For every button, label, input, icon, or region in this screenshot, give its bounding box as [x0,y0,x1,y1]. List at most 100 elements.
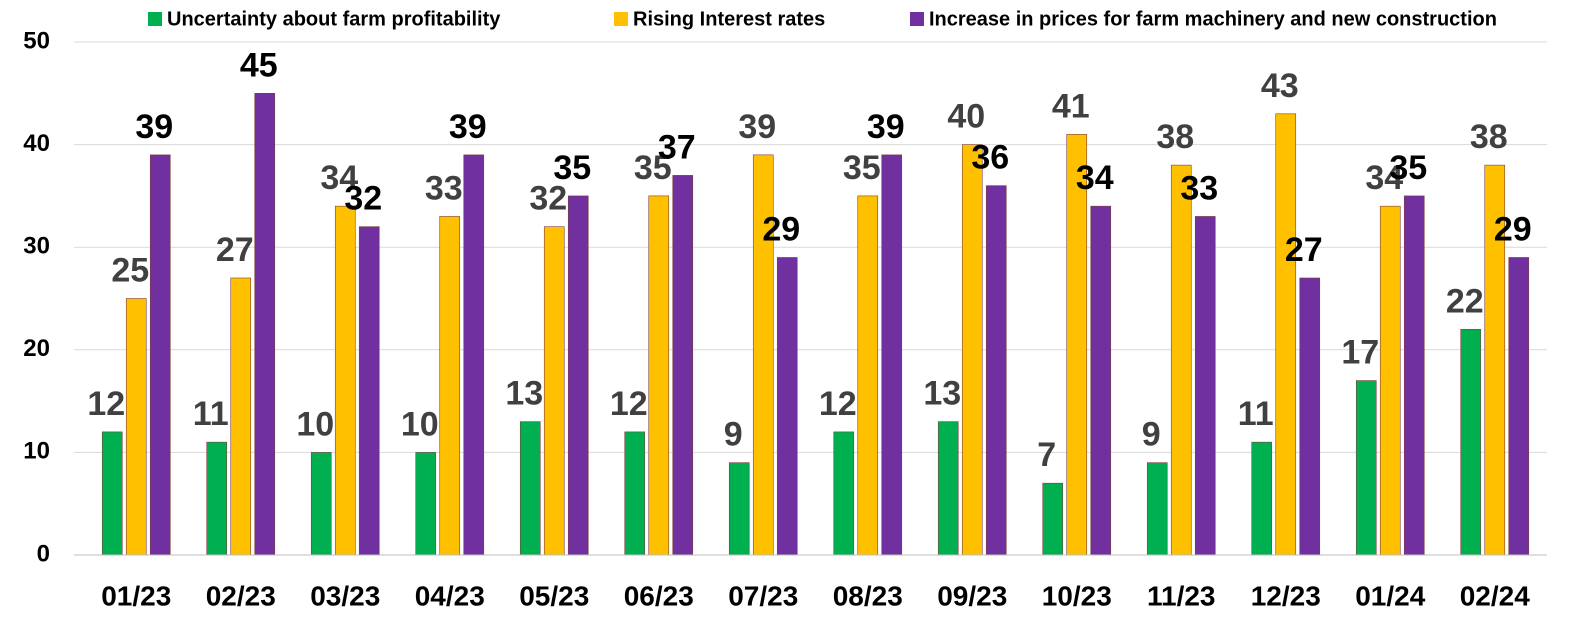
data-label: 45 [240,46,278,84]
data-label: 11 [193,395,229,433]
data-label: 39 [449,108,487,146]
bar [543,226,565,556]
data-label: 10 [296,405,334,443]
bar [125,298,147,556]
bar [624,431,646,556]
data-label: 43 [1261,67,1299,105]
data-label: 36 [971,139,1009,177]
x-tick-label: 12/23 [1251,580,1321,611]
y-tick-label: 10 [23,438,50,465]
bar [881,154,903,556]
bar [1460,328,1482,556]
bar [415,452,437,556]
data-label: 27 [216,231,254,269]
data-label: 29 [1494,210,1532,248]
bar [101,431,123,556]
data-label: 29 [762,210,800,248]
data-label: 12 [87,385,125,423]
x-tick-label: 06/23 [624,580,694,611]
bar [1146,462,1168,556]
data-label: 11 [1238,395,1274,433]
x-tick-label: 05/23 [519,580,589,611]
bar [857,195,879,556]
data-label: 34 [1076,159,1114,197]
bar [567,195,589,556]
bar [1403,195,1425,556]
bar [1042,482,1064,556]
x-tick-label: 03/23 [310,580,380,611]
y-tick-label: 0 [37,540,50,567]
legend-label: Rising Interest rates [633,8,825,30]
bar [1508,257,1530,556]
data-label: 9 [1142,416,1161,454]
data-label: 38 [1156,118,1194,156]
bar [310,452,332,556]
x-tick-label: 08/23 [833,580,903,611]
data-label: 17 [1341,334,1379,372]
bar [961,144,983,556]
y-tick-label: 30 [23,233,50,260]
bar [672,175,694,556]
bar [254,93,276,556]
data-label: 39 [135,108,173,146]
bar [1170,164,1192,556]
data-label: 7 [1037,436,1056,474]
data-label: 12 [610,385,648,423]
data-label: 12 [819,385,857,423]
y-tick-label: 40 [23,130,50,157]
bar [439,216,461,556]
bar [1194,216,1216,556]
x-tick-label: 10/23 [1042,580,1112,611]
bar [149,154,171,556]
bar [937,421,959,556]
x-tick-label: 09/23 [937,580,1007,611]
data-label: 34 [320,159,358,197]
x-tick-label: 11/23 [1147,580,1216,611]
bar [206,441,228,556]
x-tick-label: 07/23 [728,580,798,611]
data-label: 38 [1470,118,1508,156]
legend-swatch [148,12,162,26]
data-label: 41 [1052,87,1090,125]
bar [358,226,380,556]
bar [1251,441,1273,556]
data-label: 32 [529,180,567,218]
bar [463,154,485,556]
data-label: 33 [1180,169,1218,207]
y-tick-label: 20 [23,335,50,362]
data-label: 39 [867,108,905,146]
data-label: 35 [634,149,672,187]
data-label: 32 [344,180,382,218]
legend-swatch [910,12,924,26]
data-label: 13 [923,375,961,413]
bar [1275,113,1297,556]
legend-label: Increase in prices for farm machinery an… [929,8,1497,30]
bar [1379,205,1401,556]
data-label: 39 [738,108,776,146]
legend-label: Uncertainty about farm profitability [167,8,501,30]
bar [230,277,252,556]
data-label: 25 [111,251,149,289]
legend-swatch [614,12,628,26]
data-label: 40 [947,98,985,136]
bar [1066,134,1088,556]
data-label: 35 [1389,149,1427,187]
bar [519,421,541,556]
bar [728,462,750,556]
bar [648,195,670,556]
bar [776,257,798,556]
x-tick-label: 01/24 [1355,580,1425,611]
data-label: 22 [1446,282,1484,320]
x-tick-label: 04/23 [415,580,485,611]
x-tick-label: 01/23 [101,580,171,611]
data-label: 34 [1365,159,1403,197]
bar [1090,205,1112,556]
data-label: 35 [843,149,881,187]
data-label: 10 [401,405,439,443]
data-label: 37 [658,128,696,166]
data-label: 27 [1285,231,1323,269]
bar [985,185,1007,556]
data-label: 35 [553,149,591,187]
y-tick-label: 50 [23,27,50,54]
